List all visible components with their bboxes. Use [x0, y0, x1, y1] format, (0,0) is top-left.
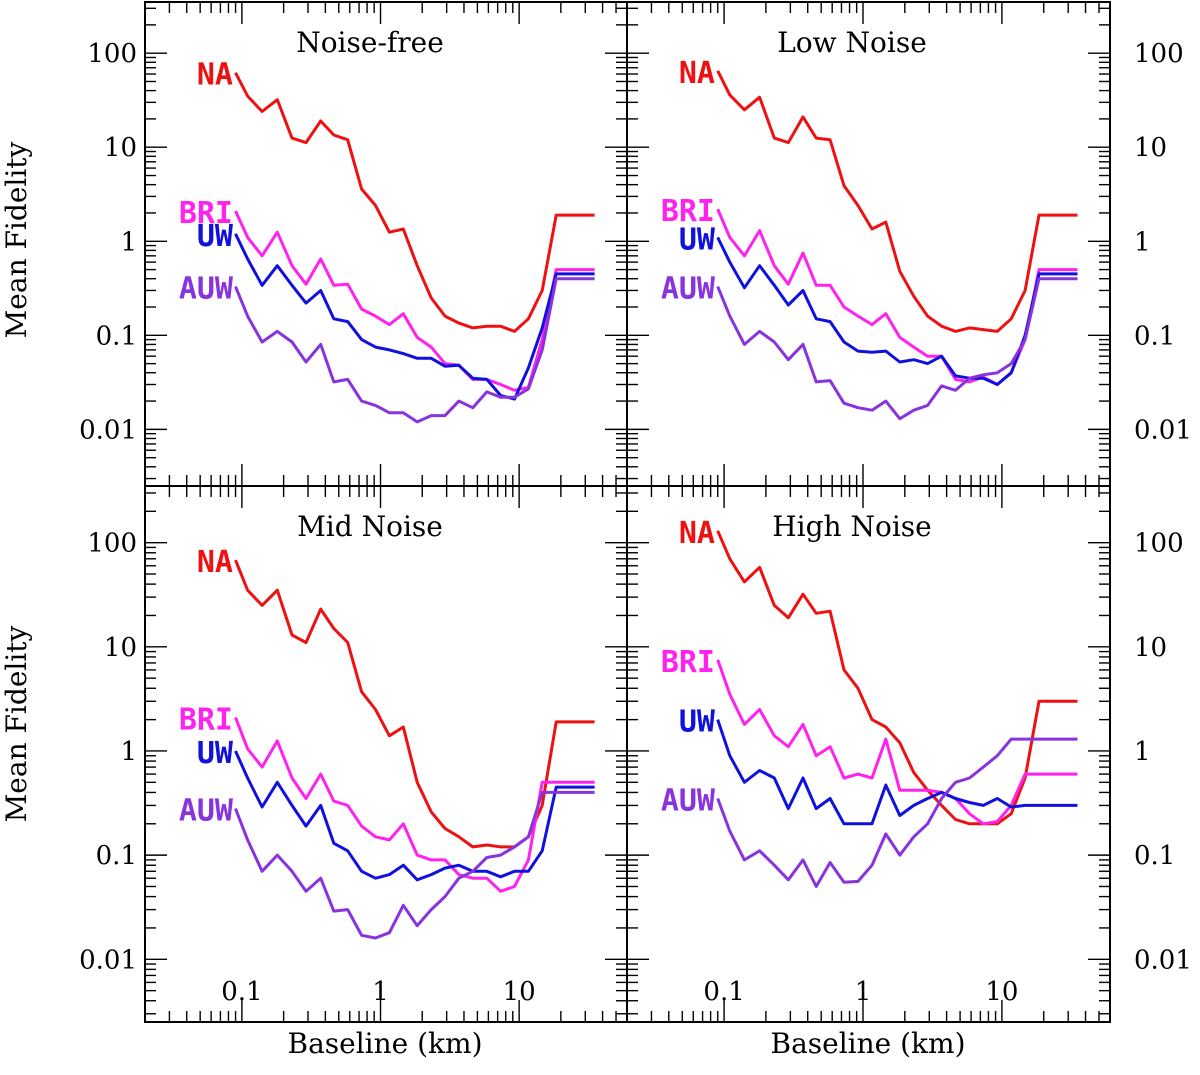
- y-tick-label: 0.01: [1134, 415, 1192, 445]
- series-label-auw: AUW: [179, 794, 234, 829]
- series-line-bri: [716, 659, 1078, 826]
- data-curves: [234, 70, 1078, 940]
- x-tick-label: 10: [985, 977, 1018, 1007]
- panel-title: Noise-free: [296, 26, 444, 59]
- series-line-bri: [234, 210, 595, 392]
- x-tick-label: 0.1: [703, 977, 744, 1007]
- x-tick-label: 1: [372, 977, 389, 1007]
- y-tick-label: 10: [104, 133, 137, 163]
- series-label-na: NA: [197, 545, 233, 580]
- series-line-auw: [716, 737, 1078, 888]
- y-tick-label: 0.1: [96, 321, 137, 351]
- panel-title: High Noise: [772, 510, 931, 543]
- text-labels: 0.01 0.1 1 10 100 0.01 0.1 1 10 100 0.01 0.1 1 10 100 0…: [79, 26, 1192, 1007]
- y-tick-label: 100: [1134, 529, 1184, 559]
- x-axis-label-left: Baseline (km): [288, 1027, 483, 1060]
- y-tick-label: 0.1: [1134, 841, 1175, 871]
- series-label-auw: AUW: [179, 272, 234, 307]
- series-line-na: [716, 70, 1078, 333]
- y-tick-label: 0.1: [96, 841, 137, 871]
- series-label-uw: UW: [197, 219, 234, 254]
- y-tick-label: 10: [1134, 633, 1167, 663]
- series-line-bri: [234, 716, 595, 893]
- series-label-uw: UW: [679, 705, 716, 740]
- y-tick-label: 1: [1134, 737, 1151, 767]
- series-label-na: NA: [679, 56, 715, 91]
- series-label-uw: UW: [197, 736, 234, 771]
- series-label-bri: BRI: [661, 194, 715, 229]
- y-tick-label: 1: [1134, 227, 1151, 257]
- y-tick-label: 10: [1134, 133, 1167, 163]
- series-label-na: NA: [679, 516, 715, 551]
- y-axis-label-bottom: Mean Fidelity: [0, 625, 33, 822]
- y-tick-label: 1: [120, 737, 137, 767]
- panel-title: Mid Noise: [297, 510, 443, 543]
- series-line-auw: [716, 277, 1078, 421]
- y-tick-label: 100: [1134, 39, 1184, 69]
- x-tick-label: 0.1: [221, 977, 262, 1007]
- series-line-auw: [234, 790, 595, 940]
- y-axis-label-top: Mean Fidelity: [0, 141, 33, 338]
- series-label-bri: BRI: [661, 645, 715, 680]
- x-tick-label: 1: [855, 977, 872, 1007]
- series-label-auw: AUW: [661, 272, 716, 307]
- series-line-uw: [234, 750, 595, 882]
- series-label-uw: UW: [679, 222, 716, 257]
- series-label-na: NA: [197, 58, 233, 93]
- series-label-auw: AUW: [661, 783, 716, 818]
- axis-ticks: [144, 2, 1111, 1022]
- series-line-uw: [234, 233, 595, 401]
- y-tick-label: 0.01: [1134, 945, 1192, 975]
- series-line-uw: [716, 719, 1078, 826]
- y-tick-label: 100: [87, 529, 137, 559]
- y-tick-label: 0.01: [79, 945, 137, 975]
- x-tick-label: 10: [503, 977, 536, 1007]
- y-tick-label: 0.01: [79, 415, 137, 445]
- y-tick-label: 10: [104, 633, 137, 663]
- series-label-bri: BRI: [179, 196, 233, 231]
- series-label-bri: BRI: [179, 702, 233, 737]
- series-line-auw: [234, 277, 595, 424]
- y-tick-label: 0.1: [1134, 321, 1175, 351]
- series-line-na: [716, 530, 1078, 826]
- x-axis-label-right: Baseline (km): [771, 1027, 966, 1060]
- y-tick-label: 1: [120, 227, 137, 257]
- y-tick-label: 100: [87, 39, 137, 69]
- series-line-na: [234, 72, 595, 333]
- panel-title: Low Noise: [777, 26, 927, 59]
